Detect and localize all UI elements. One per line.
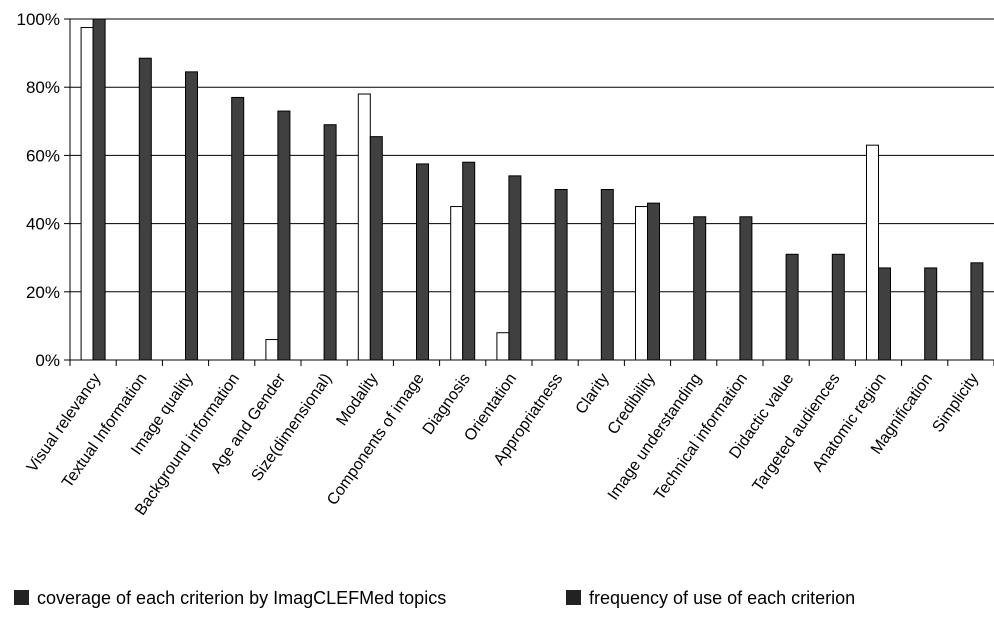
bar-frequency bbox=[878, 267, 891, 361]
bar-frequency bbox=[416, 163, 429, 361]
bar-frequency bbox=[185, 71, 198, 361]
category-label: Clarity bbox=[573, 371, 613, 418]
category-label: Modality bbox=[333, 371, 381, 430]
bar-frequency bbox=[92, 18, 106, 361]
category-label: Targeted audiences bbox=[750, 371, 844, 495]
y-tick-label: 40% bbox=[26, 215, 60, 234]
legend-item-frequency: frequency of use of each criterion bbox=[566, 588, 855, 609]
bar-frequency bbox=[231, 96, 245, 361]
y-tick-label: 80% bbox=[26, 78, 60, 97]
bar-coverage bbox=[496, 332, 510, 361]
axes bbox=[69, 19, 994, 366]
bar-coverage bbox=[866, 144, 879, 361]
bar-coverage bbox=[80, 27, 94, 361]
category-label: Textual Information bbox=[59, 371, 150, 491]
bar-frequency bbox=[647, 202, 660, 361]
legend-item-coverage: coverage of each criterion by ImagCLEFMe… bbox=[14, 588, 446, 609]
y-tick-label: 100% bbox=[17, 10, 60, 29]
legend-label-frequency: frequency of use of each criterion bbox=[589, 588, 856, 608]
legend-swatch-frequency bbox=[566, 590, 581, 605]
y-tick-label: 20% bbox=[26, 283, 60, 302]
bar-coverage bbox=[450, 206, 464, 361]
bar-frequency bbox=[693, 216, 707, 361]
bar-frequency bbox=[924, 267, 938, 361]
bar-frequency bbox=[970, 262, 984, 361]
bar-frequency bbox=[369, 136, 383, 361]
legend-label-coverage: coverage of each criterion by ImagCLEFMe… bbox=[37, 588, 447, 608]
bar-frequency bbox=[554, 189, 568, 361]
bar-coverage bbox=[635, 206, 648, 361]
bar-frequency bbox=[831, 253, 845, 361]
bar-frequency bbox=[323, 124, 337, 361]
bar-frequency bbox=[508, 175, 522, 361]
category-label: Components of image bbox=[324, 370, 428, 508]
bar-frequency bbox=[739, 216, 753, 361]
category-label: Simplicity bbox=[929, 371, 982, 436]
bar-frequency bbox=[600, 189, 614, 361]
bar-frequency bbox=[785, 253, 799, 361]
bar-coverage bbox=[265, 339, 279, 361]
bars bbox=[80, 18, 984, 361]
y-tick-label: 0% bbox=[35, 351, 60, 370]
legend-swatch-coverage bbox=[14, 590, 29, 605]
gridlines bbox=[70, 18, 994, 293]
bar-coverage bbox=[357, 93, 371, 361]
bar-frequency bbox=[462, 161, 476, 361]
y-tick-label: 60% bbox=[26, 146, 60, 165]
y-axis-ticks: 0% 20% 40% 60% 80% 100% bbox=[17, 10, 70, 370]
bar-frequency bbox=[277, 110, 291, 361]
bar-frequency bbox=[138, 57, 152, 361]
category-label: Size(dimensional) bbox=[249, 371, 336, 485]
